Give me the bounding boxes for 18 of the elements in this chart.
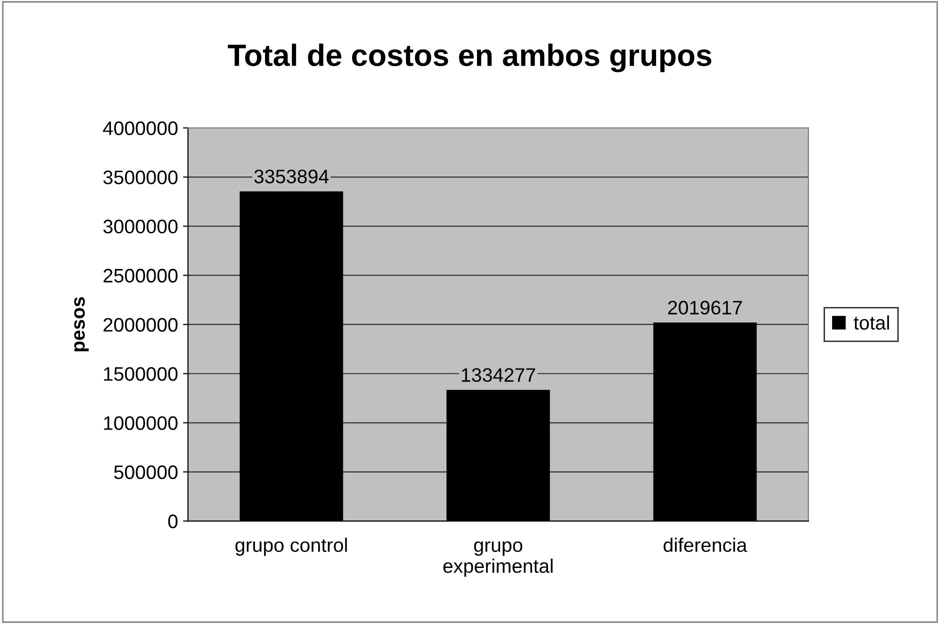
legend-label: total xyxy=(854,315,889,330)
data-label: 3353894 xyxy=(254,170,329,184)
y-tick-label: 4000000 xyxy=(103,121,178,136)
x-tick-label: grupo experimental xyxy=(443,541,553,577)
data-label: 2019617 xyxy=(668,300,742,315)
chart-title: Total de costos en ambos grupos xyxy=(228,44,712,72)
x-tick-label: grupo control xyxy=(235,538,347,556)
y-tick-label: 3000000 xyxy=(103,220,178,234)
y-tick-label: 500000 xyxy=(114,465,178,480)
y-tick-label: 3500000 xyxy=(103,170,178,184)
y-tick-label: 2000000 xyxy=(104,318,178,332)
y-tick-label: 1500000 xyxy=(104,367,178,381)
data-label: 1334277 xyxy=(462,368,536,382)
y-tick-label: 2500000 xyxy=(104,268,178,283)
y-axis-title: pesos xyxy=(74,297,89,352)
x-tick-label: diferencia xyxy=(664,538,748,552)
y-tick-label: 0 xyxy=(168,514,178,528)
y-tick-label: 1000000 xyxy=(104,416,178,430)
